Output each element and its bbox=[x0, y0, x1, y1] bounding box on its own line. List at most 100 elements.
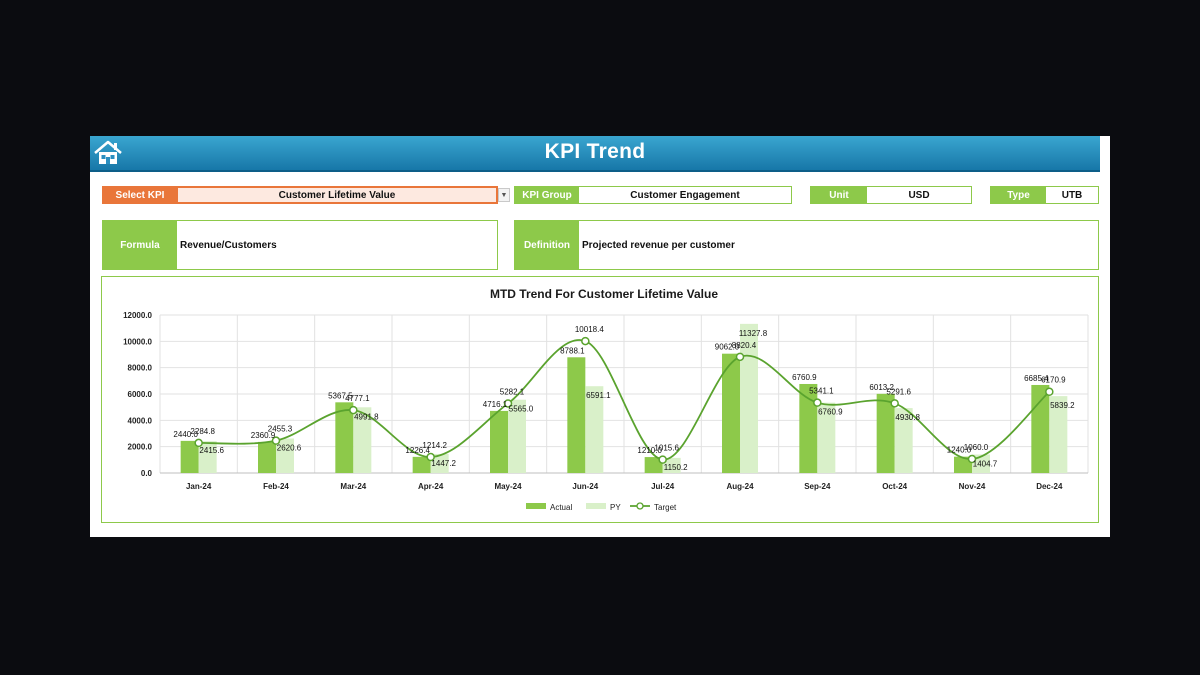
bar-py bbox=[430, 453, 449, 473]
bar-py bbox=[740, 323, 758, 473]
bar-actual bbox=[644, 457, 663, 473]
data-label-py: 4930.8 bbox=[895, 413, 920, 422]
x-tick-label: Apr-24 bbox=[418, 482, 444, 491]
legend-marker-target bbox=[636, 502, 644, 510]
unit-value: USD bbox=[908, 189, 930, 201]
x-tick-label: Nov-24 bbox=[959, 482, 986, 491]
definition-value: Projected revenue per customer bbox=[582, 239, 735, 251]
target-point bbox=[735, 352, 745, 362]
bar-py bbox=[894, 408, 913, 473]
bar-py bbox=[585, 386, 604, 473]
bar-actual bbox=[1031, 384, 1050, 473]
target-point bbox=[658, 455, 667, 464]
chart-panel: MTD Trend For Customer Lifetime Value 120… bbox=[101, 276, 1099, 523]
data-label-py: 1404.7 bbox=[973, 460, 998, 469]
select-kpi-label: Select KPI bbox=[103, 187, 177, 203]
data-label-py: 11327.8 bbox=[739, 329, 768, 338]
data-label-target: 6170.9 bbox=[1041, 376, 1066, 385]
data-label-py: 6591.1 bbox=[586, 391, 611, 400]
bar-py bbox=[198, 441, 217, 473]
legend-label-target: Target bbox=[654, 503, 677, 512]
data-label-actual: 6685.4 bbox=[1024, 374, 1049, 383]
type-label: Type bbox=[991, 187, 1046, 203]
bar-actual bbox=[258, 441, 276, 473]
y-tick-label: 0.0 bbox=[141, 469, 153, 478]
formula-label: Formula bbox=[103, 221, 177, 269]
data-label-actual: 1240.0 bbox=[947, 446, 972, 455]
definition-field: Definition Projected revenue per custome… bbox=[514, 220, 1099, 270]
target-point bbox=[503, 399, 513, 408]
x-tick-label: Aug-24 bbox=[726, 482, 754, 491]
data-label-actual: 1210.0 bbox=[637, 446, 662, 455]
target-point bbox=[271, 436, 281, 445]
data-label-target: 8820.4 bbox=[732, 341, 757, 350]
bar-actual bbox=[567, 357, 586, 473]
bar-py bbox=[353, 407, 372, 473]
definition-label: Definition bbox=[515, 221, 579, 269]
kpi-select-value[interactable]: Customer Lifetime Value bbox=[177, 187, 497, 203]
type-value: UTB bbox=[1061, 189, 1083, 201]
data-label-target: 5282.1 bbox=[500, 387, 525, 396]
legend-swatch-py bbox=[586, 503, 606, 509]
data-label-actual: 8788.1 bbox=[560, 346, 585, 355]
data-label-actual: 9062.0 bbox=[715, 343, 740, 352]
dropdown-arrow-icon[interactable]: ▼ bbox=[498, 188, 510, 202]
data-label-target: 2284.8 bbox=[190, 427, 215, 436]
x-tick-label: Dec-24 bbox=[1036, 482, 1063, 491]
home-icon[interactable] bbox=[93, 140, 123, 166]
x-tick-label: Sep-24 bbox=[804, 482, 831, 491]
data-label-actual: 5367.5 bbox=[328, 391, 353, 400]
legend-label-py: PY bbox=[610, 503, 621, 512]
legend-label-actual: Actual bbox=[550, 503, 572, 512]
data-label-py: 2620.6 bbox=[277, 443, 302, 452]
target-point bbox=[890, 399, 899, 408]
data-label-target: 2455.3 bbox=[268, 425, 293, 434]
bar-actual bbox=[180, 440, 199, 473]
target-point bbox=[1045, 387, 1054, 396]
data-label-actual: 1226.4 bbox=[405, 446, 430, 455]
kpi-group-label: KPI Group bbox=[515, 187, 579, 203]
y-tick-label: 6000.0 bbox=[128, 390, 153, 399]
bar-py bbox=[817, 402, 836, 473]
data-label-actual: 6760.9 bbox=[792, 373, 817, 382]
data-label-py: 5839.2 bbox=[1050, 401, 1075, 410]
data-label-target: 10018.4 bbox=[575, 325, 604, 334]
formula-value: Revenue/Customers bbox=[180, 239, 277, 251]
y-tick-label: 12000.0 bbox=[123, 311, 152, 320]
data-label-py: 4991.8 bbox=[354, 412, 379, 421]
bar-actual bbox=[412, 456, 431, 473]
kpi-group-field: KPI Group Customer Engagement bbox=[514, 186, 792, 204]
data-label-actual: 2440.0 bbox=[173, 430, 198, 439]
data-label-target: 5291.6 bbox=[886, 387, 911, 396]
bar-py bbox=[662, 457, 681, 473]
chart-title: MTD Trend For Customer Lifetime Value bbox=[490, 287, 718, 301]
target-point bbox=[967, 454, 977, 464]
x-tick-label: Oct-24 bbox=[882, 482, 907, 491]
bar-py bbox=[1049, 396, 1068, 473]
bar-actual bbox=[722, 353, 740, 473]
title-bar: KPI Trend bbox=[90, 136, 1100, 172]
y-tick-label: 8000.0 bbox=[128, 364, 153, 373]
data-label-py: 2415.6 bbox=[199, 446, 224, 455]
bar-actual bbox=[954, 456, 972, 473]
x-tick-label: Jul-24 bbox=[651, 482, 675, 491]
data-label-py: 1447.2 bbox=[431, 459, 456, 468]
unit-label: Unit bbox=[811, 187, 867, 203]
x-tick-label: May-24 bbox=[494, 482, 522, 491]
data-label-actual: 4716.1 bbox=[483, 400, 508, 409]
dashboard-sheet: KPI Trend Select KPI Customer Lifetime V… bbox=[90, 136, 1110, 537]
y-tick-label: 2000.0 bbox=[128, 443, 153, 452]
target-point bbox=[349, 405, 358, 415]
data-label-target: 1214.2 bbox=[422, 441, 447, 450]
select-kpi-field[interactable]: Select KPI Customer Lifetime Value bbox=[102, 186, 498, 204]
bar-actual bbox=[335, 402, 354, 473]
kpi-group-value: Customer Engagement bbox=[630, 189, 740, 201]
bar-actual bbox=[799, 383, 818, 473]
y-tick-label: 4000.0 bbox=[128, 416, 153, 425]
target-point bbox=[581, 336, 590, 346]
data-label-actual: 6013.2 bbox=[869, 383, 894, 392]
data-label-py: 6760.9 bbox=[818, 408, 843, 417]
data-label-py: 5565.0 bbox=[509, 405, 534, 414]
data-label-actual: 2360.9 bbox=[251, 431, 276, 440]
data-label-target: 1060.0 bbox=[964, 443, 989, 452]
